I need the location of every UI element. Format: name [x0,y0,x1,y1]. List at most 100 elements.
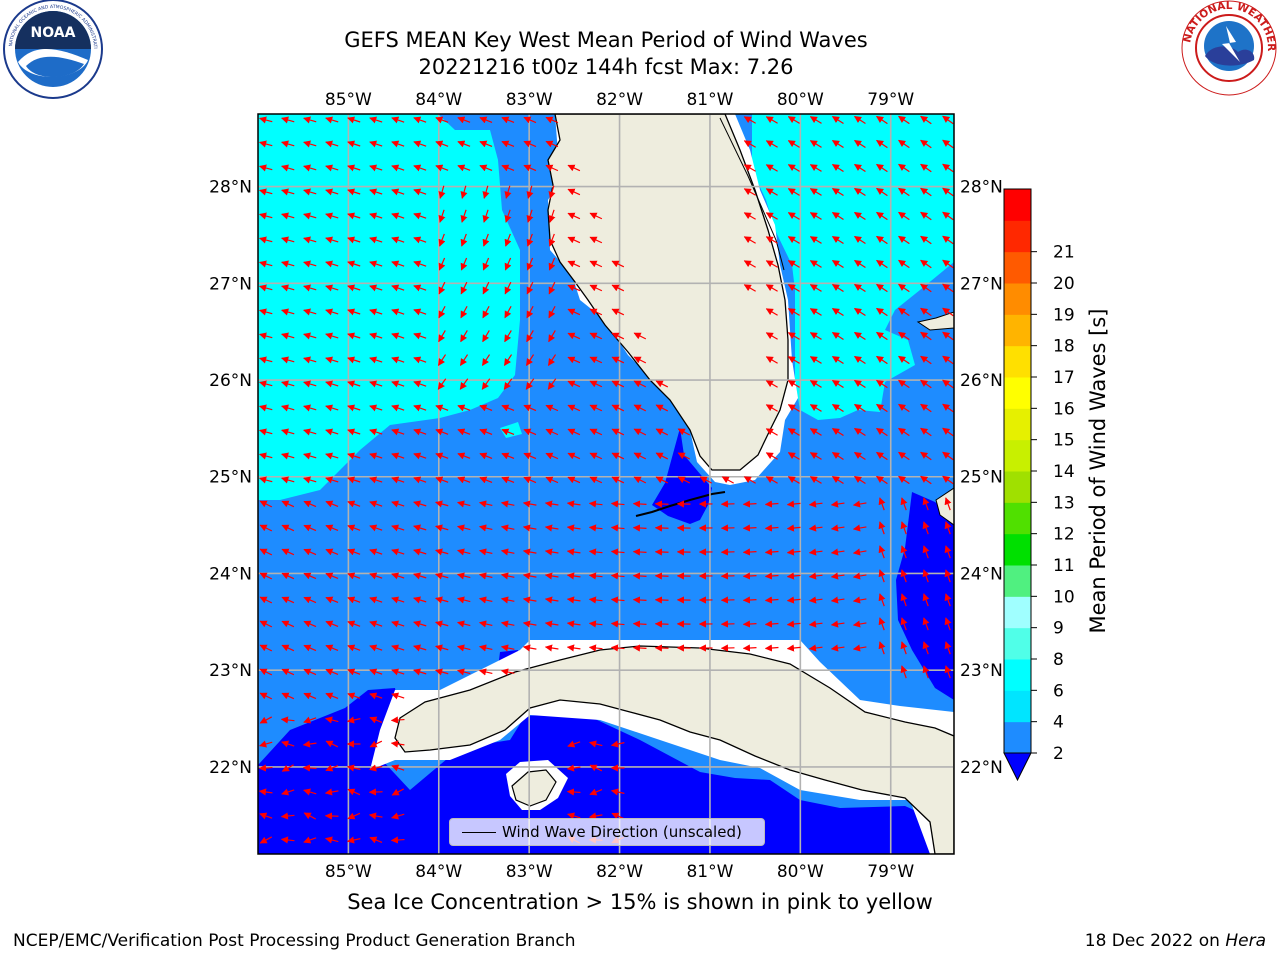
wave-direction-arrow [878,641,886,655]
wave-direction-arrow [898,187,910,197]
wave-direction-arrow [501,140,515,148]
wave-direction-arrow [566,620,581,628]
wave-direction-arrow [281,644,295,652]
wave-direction-arrow [655,380,669,388]
wave-direction-arrow [478,668,493,676]
wave-direction-arrow [280,716,295,724]
wave-direction-arrow [413,644,427,652]
wave-direction-arrow [545,428,559,436]
wave-direction-arrow [830,500,845,508]
wave-direction-arrow [258,788,273,796]
wave-direction-arrow [325,620,339,628]
wave-direction-arrow [548,257,556,271]
wave-direction-arrow [259,260,273,268]
wave-direction-arrow [479,164,493,172]
wave-direction-arrow [589,764,603,772]
wave-direction-arrow [632,524,647,532]
wave-direction-arrow [920,475,932,485]
wave-direction-arrow [920,115,932,125]
wave-direction-arrow [478,620,493,628]
lon-label-bottom-4: 81°W [686,862,733,882]
wave-direction-arrow [281,788,295,796]
wave-direction-arrow [347,188,361,196]
wave-direction-arrow [922,497,930,511]
wave-direction-arrow [765,164,778,172]
colorbar-segment-12 [1004,345,1031,378]
colorbar-tick-label-6: 11 [1053,556,1075,576]
wave-direction-arrow [898,211,910,221]
wave-direction-arrow [501,116,515,124]
wave-direction-arrow [325,668,339,676]
wave-direction-arrow [898,259,910,269]
wave-direction-arrow [852,596,867,604]
colorbar-segment-3 [1004,627,1031,660]
wave-direction-arrow [548,233,556,247]
wave-direction-arrow [875,475,888,485]
wave-direction-arrow [303,548,317,556]
wave-direction-arrow [922,521,930,535]
wave-direction-arrow [369,836,383,844]
wave-direction-arrow [875,427,888,437]
wave-direction-arrow [281,260,295,268]
wave-direction-arrow [743,188,756,196]
wave-direction-arrow [677,452,691,460]
wave-direction-arrow [390,740,405,748]
wave-direction-arrow [853,355,866,365]
wave-direction-arrow [787,284,800,292]
wave-direction-arrow [942,259,954,269]
wave-direction-arrow [852,500,867,508]
wave-direction-arrow [391,164,405,172]
wave-direction-arrow [303,668,317,676]
wave-direction-arrow [325,500,339,508]
wave-direction-arrow [478,500,493,508]
wave-direction-arrow [611,332,625,340]
wave-direction-arrow [435,428,449,436]
wave-direction-arrow [699,476,713,484]
wave-direction-arrow [830,620,845,628]
wave-direction-arrow [391,644,405,652]
wave-direction-arrow [611,476,625,484]
wave-direction-arrow [764,620,779,628]
wave-direction-arrow [413,356,427,364]
wave-direction-arrow [522,500,537,508]
wave-direction-arrow [413,236,427,244]
wave-direction-arrow [831,404,844,412]
wave-direction-arrow [413,116,427,124]
wave-direction-arrow [280,812,295,820]
wave-direction-arrow [457,116,471,124]
wave-direction-arrow [325,740,339,748]
wave-direction-arrow [548,185,556,199]
wave-direction-arrow [566,500,581,508]
wave-direction-arrow [853,235,866,245]
wave-direction-arrow [875,307,888,317]
wave-direction-arrow [878,593,886,607]
wave-direction-arrow [303,164,317,172]
wave-direction-arrow [347,356,361,364]
wave-direction-arrow [875,283,888,293]
wave-direction-arrow [525,378,535,390]
wave-direction-arrow [743,284,756,292]
wave-direction-arrow [347,476,361,484]
wave-direction-arrow [547,378,557,390]
wave-direction-arrow [567,164,581,172]
wave-direction-arrow [438,257,446,271]
wave-direction-arrow [898,115,910,125]
wave-direction-arrow [460,330,468,343]
colorbar-segment-7 [1004,502,1031,535]
wave-direction-arrow [922,545,930,559]
wave-direction-arrow [435,644,449,652]
wave-direction-arrow [504,257,512,271]
wave-direction-arrow [369,740,383,748]
lat-label-left-4: 24°N [209,564,252,584]
wave-direction-arrow [347,212,361,220]
colorbar-tick-label-2: 6 [1053,681,1064,701]
colorbar-tick-label-4: 9 [1053,619,1064,639]
wave-direction-arrow [347,788,361,796]
wave-direction-arrow [479,116,493,124]
wave-direction-arrow [831,380,844,388]
wave-direction-arrow [369,500,383,508]
wave-direction-arrow [501,164,515,172]
wave-direction-arrow [808,548,823,556]
wave-direction-arrow [526,185,534,199]
wave-direction-arrow [566,596,581,604]
